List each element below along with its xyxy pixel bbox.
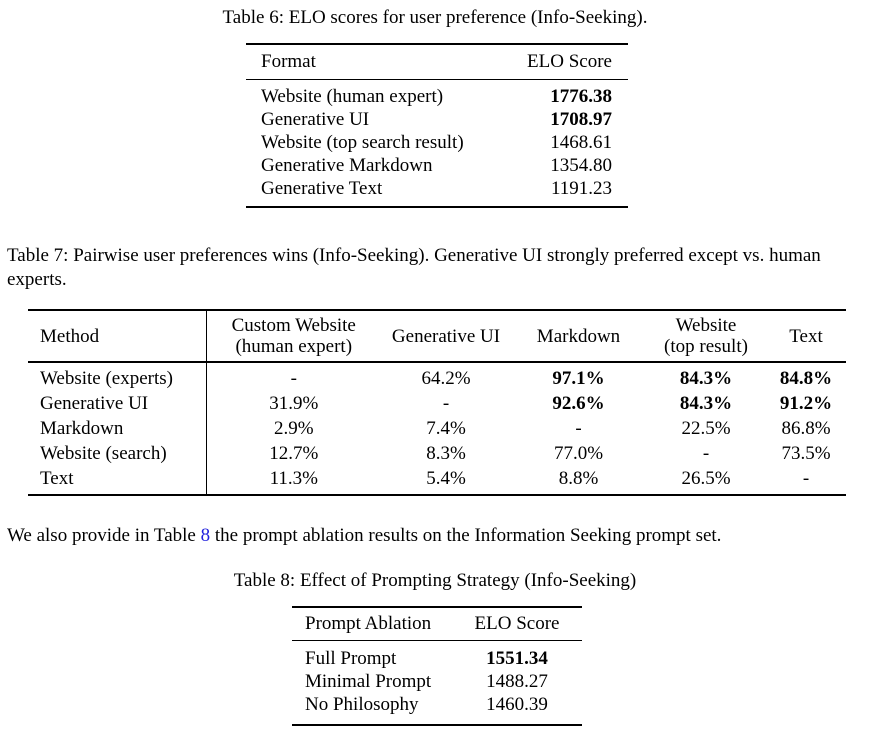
table-cell: 1488.27 [486, 670, 548, 692]
column-header-method: Method [28, 310, 207, 363]
column-header-generative-ui: Generative UI [381, 310, 511, 363]
table7: Method Custom Website (human expert) Gen… [28, 309, 846, 496]
column-header-elo-score: ELO Score [452, 607, 582, 641]
table-cell: 1468.61 [550, 131, 612, 153]
table-row: Website (human expert) 1776.38 [246, 79, 628, 108]
table8: Prompt Ablation ELO Score Full Prompt 155… [292, 606, 582, 726]
table-cell: 11.3% [269, 468, 318, 489]
table-cell: Full Prompt [305, 647, 397, 669]
table-row: Generative Text 1191.23 [246, 177, 628, 207]
column-header-format: Format [246, 44, 521, 80]
column-header-prompt-ablation: Prompt Ablation [292, 607, 452, 641]
table6: Format ELO Score Website (human expert) 1… [246, 43, 628, 208]
table-header-row: Prompt Ablation ELO Score [292, 607, 582, 641]
table7-body: Website (experts) -64.2% 97.1% 84.3% 84.8% Ge… [28, 362, 846, 495]
table-cell: 8.8% [558, 468, 599, 489]
table-row: Markdown 2.9% 7.4% - 22.5% 86.8% [28, 416, 846, 441]
table-cell: Website (search) [28, 441, 207, 466]
table-row: Generative Markdown 1354.80 [246, 154, 628, 177]
table-cell: 64.2% [421, 368, 471, 389]
table-row: Minimal Prompt 1488.27 [292, 670, 582, 693]
column-header-website-top-result: Website (top result) [646, 310, 766, 363]
column-header-custom-website: Custom Website (human expert) [206, 310, 381, 363]
table-cell: 97.1% [552, 368, 605, 389]
table-header-row: Method Custom Website (human expert) Gen… [28, 310, 846, 363]
table-cell: 1191.23 [550, 177, 612, 199]
table-cell: Markdown [28, 416, 207, 441]
table-cell: Generative UI [28, 391, 207, 416]
table-cell: Minimal Prompt [305, 670, 432, 692]
table-cell: 7.4% [426, 418, 466, 439]
table-cell: 22.5% [681, 418, 731, 439]
column-header-text: Text [766, 310, 846, 363]
table-cell: 1708.97 [550, 108, 612, 130]
column-header-markdown: Markdown [511, 310, 646, 363]
table6-caption: Table 6: ELO scores for user preference … [222, 7, 648, 28]
table8-reference-link[interactable]: 8 [200, 525, 211, 546]
table-cell: 92.6% [552, 393, 605, 414]
table-row: Website (top search result) 1468.61 [246, 131, 628, 154]
table-row: Website (experts) - 64.2% 97.1% 84.3% 84.8% [28, 362, 846, 391]
table-cell: - [702, 443, 710, 464]
table-cell: Website (experts) [28, 362, 207, 391]
table-cell: 1460.39 [486, 693, 548, 715]
table6-body: Website (human expert) 1776.38 Generative … [246, 79, 628, 207]
table-cell: 8.3% [426, 443, 466, 464]
table-row: Text 11.3% 5.4% 8.8% 26.5% - [28, 466, 846, 495]
table8-caption: Table 8: Effect of Prompting Strategy (I… [233, 570, 637, 591]
table-cell: - [802, 468, 810, 489]
table-cell: 84.3% [679, 393, 733, 414]
table-cell: 12.7% [269, 443, 319, 464]
table-cell: - [575, 418, 582, 439]
column-header-elo-score: ELO Score [521, 44, 628, 80]
table-cell: Website (top search result) [261, 131, 464, 153]
table-cell: 26.5% [681, 468, 731, 489]
table-cell: - [442, 393, 450, 414]
table-header-row: Format ELO Score [246, 44, 628, 80]
table-cell: 5.4% [426, 468, 466, 489]
table-cell: 91.2% [779, 393, 833, 414]
body-paragraph: We also provide in Table 8 the prompt ab… [7, 524, 867, 548]
table-cell: - [290, 368, 297, 389]
paragraph-text-before: We also provide in Table [7, 525, 201, 546]
table8-body: Full Prompt 1551.34 Minimal Prompt 1488.27 N… [292, 640, 582, 725]
table-cell: 86.8% [781, 418, 831, 439]
table-cell: 77.0% [553, 443, 604, 464]
table-cell: 2.9% [273, 418, 314, 439]
table7-caption: Table 7: Pairwise user preferences wins … [7, 245, 821, 290]
table-cell: 84.8% [779, 368, 833, 389]
table-cell: Generative UI [261, 108, 370, 130]
table-cell: 1354.80 [550, 154, 612, 176]
table-cell: Text [28, 466, 207, 495]
table-row: No Philosophy 1460.39 [292, 693, 582, 725]
paragraph-text-after: the prompt ablation results on the Infor… [210, 525, 722, 546]
table-row: Website (search) 12.7% 8.3% 77.0% - 73.5% [28, 441, 846, 466]
table-row: Full Prompt 1551.34 [292, 640, 582, 670]
table-cell: Generative Markdown [261, 154, 433, 176]
table-cell: 31.9% [269, 393, 319, 414]
table-cell: Website (human expert) [261, 85, 444, 107]
table-cell: 84.3% [679, 368, 733, 389]
table-cell: 1551.34 [486, 647, 548, 669]
table-row: Generative UI 1708.97 [246, 108, 628, 131]
table-cell: Generative Text [261, 177, 383, 199]
table-cell: 1776.38 [550, 85, 612, 107]
table-cell: No Philosophy [305, 693, 419, 715]
table-cell: 73.5% [781, 443, 831, 464]
table-row: Generative UI 31.9% - 92.6% 84.3% 91.2% [28, 391, 846, 416]
